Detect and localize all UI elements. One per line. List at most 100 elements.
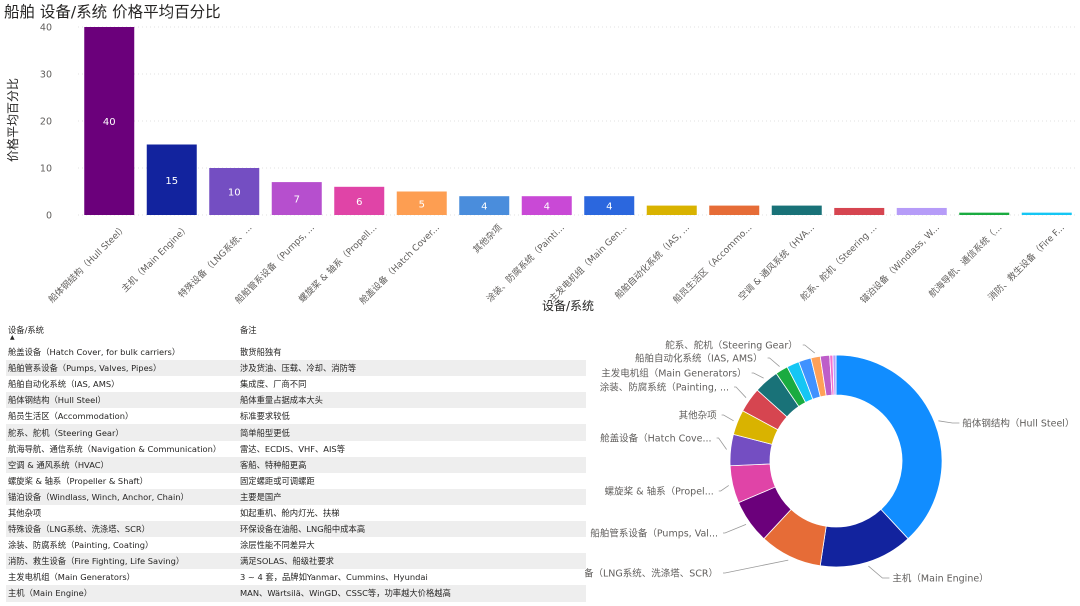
- leader-line: [734, 386, 747, 398]
- bar[interactable]: [146, 144, 197, 216]
- x-tick-label: 船体钢结构（Hull Steel）: [46, 222, 130, 306]
- donut-label: 涂装、防腐系统（Painting, ...: [600, 382, 729, 394]
- y-tick-label: 30: [40, 70, 52, 81]
- table-row[interactable]: 螺旋桨 & 轴系（Propeller & Shaft） 固定螺距或可调螺距: [6, 473, 586, 489]
- cell-device: 空调 & 通风系统（HVAC）: [8, 459, 109, 470]
- data-label: 5: [419, 199, 425, 210]
- donut-chart[interactable]: 船体钢结构（Hull Steel） 主机（Main Engine） 特殊设备（LNG…: [585, 318, 1080, 606]
- table-row[interactable]: 航海导航、通信系统（Navigation & Communication） 雷达、…: [6, 441, 586, 457]
- bar[interactable]: [959, 212, 1010, 215]
- cell-remark: 客船、特种船更高: [240, 459, 307, 470]
- y-tick-label: 20: [40, 117, 52, 128]
- table-row[interactable]: 船员生活区（Accommodation） 标准要求较低: [6, 408, 586, 424]
- table-row[interactable]: 船舶管系设备（Pumps, Valves, Pipes） 涉及货油、压载、冷却、消…: [6, 360, 586, 377]
- data-label: 4: [481, 202, 487, 213]
- table-row[interactable]: 主发电机组（Main Generators） 3 ~ 4 套，品牌如Yanmar、…: [6, 569, 586, 585]
- donut-label: 其他杂项: [679, 410, 718, 422]
- leader-line: [716, 437, 727, 450]
- leader-line: [751, 372, 764, 379]
- cell-device: 涂装、防腐系统（Painting, Coating）: [8, 540, 154, 551]
- column-header-remark[interactable]: 备注: [240, 325, 257, 335]
- data-label: 6: [356, 197, 362, 208]
- cell-remark: 船体重量占据成本大头: [240, 395, 323, 406]
- cell-device: 船员生活区（Accommodation）: [8, 411, 134, 422]
- cell-device: 船体钢结构（Hull Steel）: [8, 395, 106, 406]
- donut-label: 船舶管系设备（Pumps, Val...: [590, 528, 718, 540]
- y-tick-label: 0: [46, 211, 52, 222]
- donut-slice[interactable]: [835, 354, 943, 540]
- table-row[interactable]: 其他杂项 如起重机、舱内灯光、扶梯: [6, 505, 586, 521]
- y-tick-label: 10: [40, 164, 52, 175]
- page-title: 船舶 设备/系统 价格平均百分比: [4, 3, 221, 21]
- donut-label: 螺旋桨 & 轴系（Propel...: [605, 486, 714, 498]
- bar[interactable]: [896, 207, 947, 215]
- column-header-device[interactable]: 设备/系统: [8, 325, 44, 335]
- y-tick-label: 40: [40, 23, 52, 34]
- donut-slice[interactable]: [832, 354, 837, 396]
- bar[interactable]: [334, 186, 385, 215]
- cell-device: 船舶自动化系统（IAS, AMS）: [8, 379, 120, 390]
- data-label: 10: [228, 188, 241, 199]
- bar[interactable]: [709, 205, 760, 215]
- table-row[interactable]: 船舶自动化系统（IAS, AMS） 集成度、厂商不同: [6, 376, 586, 392]
- leader-line: [721, 414, 734, 422]
- cell-remark: 固定螺距或可调螺距: [240, 475, 315, 486]
- table-header-row: 设备/系统 备注: [6, 320, 586, 344]
- cell-remark: 标准要求较低: [240, 411, 290, 422]
- sort-ascending-icon[interactable]: ▲: [10, 334, 15, 341]
- cell-remark: 如起重机、舱内灯光、扶梯: [240, 507, 340, 518]
- bar[interactable]: [396, 191, 447, 216]
- cell-remark: 满足SOLAS、船级社要求: [240, 556, 334, 567]
- cell-remark: 雷达、ECDIS、VHF、AIS等: [240, 443, 345, 454]
- cell-device: 螺旋桨 & 轴系（Propeller & Shaft）: [8, 475, 148, 486]
- bar[interactable]: [459, 196, 510, 215]
- donut-label: 舵系、舵机（Steering Gear）: [665, 340, 798, 352]
- table-row[interactable]: 涂装、防腐系统（Painting, Coating） 涂层性能不同差异大: [6, 537, 586, 553]
- cell-device: 舱盖设备（Hatch Cover, for bulk carriers）: [8, 347, 181, 358]
- cell-device: 其他杂项: [8, 507, 42, 518]
- table-row[interactable]: 船体钢结构（Hull Steel） 船体重量占据成本大头: [6, 392, 586, 409]
- cell-device: 主发电机组（Main Generators）: [8, 572, 135, 583]
- table-row[interactable]: 舱盖设备（Hatch Cover, for bulk carriers） 散货船独…: [6, 344, 586, 360]
- bar[interactable]: [271, 182, 322, 215]
- table-row[interactable]: 特殊设备（LNG系统、洗涤塔、SCR） 环保设备在油船、LNG船中成本高: [6, 521, 586, 538]
- cell-device: 主机（Main Engine）: [8, 588, 93, 599]
- table-row[interactable]: 空调 & 通风系统（HVAC） 客船、特种船更高: [6, 456, 586, 473]
- y-axis-title: 价格平均百分比: [5, 78, 20, 162]
- table-row[interactable]: 主机（Main Engine） MAN、Wärtsilä、WinGD、CSSC等，…: [6, 585, 586, 602]
- cell-device: 特殊设备（LNG系统、洗涤塔、SCR）: [8, 524, 150, 535]
- cell-device: 舵系、舵机（Steering Gear）: [8, 427, 124, 438]
- data-table[interactable]: 设备/系统 备注 ▲ 舱盖设备（Hatch Cover, for bulk ca…: [6, 320, 586, 602]
- leader-line: [802, 344, 815, 354]
- table-row[interactable]: 舵系、舵机（Steering Gear） 简单船型更低: [6, 424, 586, 441]
- bar[interactable]: [771, 205, 822, 215]
- data-label: 4: [606, 202, 612, 213]
- bar[interactable]: [521, 196, 572, 215]
- donut-label: 舱盖设备（Hatch Cove...: [600, 433, 711, 445]
- leader-line: [868, 565, 890, 579]
- cell-remark: 简单船型更低: [240, 427, 290, 438]
- donut-label: 主发电机组（Main Generators）: [601, 368, 746, 380]
- cell-device: 消防、救生设备（Fire Fighting, Life Saving）: [8, 556, 185, 567]
- bar[interactable]: [834, 207, 885, 215]
- bar[interactable]: [584, 196, 635, 215]
- cell-device: 锚泊设备（Windlass, Winch, Anchor, Chain）: [8, 491, 189, 502]
- x-tick-label: 主机（Main Engine）: [119, 222, 192, 295]
- bar[interactable]: [1021, 212, 1072, 215]
- donut-label: 主机（Main Engine）: [892, 573, 988, 585]
- donut-label: 船体钢结构（Hull Steel）: [962, 418, 1074, 430]
- cell-remark: 环保设备在油船、LNG船中成本高: [240, 524, 366, 535]
- bar-chart[interactable]: 0 10 20 30 40 40 船体钢结构（Hull Steel） 15 主机（Main En…: [0, 0, 1080, 318]
- cell-remark: 涉及货油、压载、冷却、消防等: [240, 363, 357, 374]
- table-row[interactable]: 消防、救生设备（Fire Fighting, Life Saving） 满足SOL…: [6, 553, 586, 570]
- cell-remark: 主要是国产: [240, 491, 282, 502]
- cell-remark: 涂层性能不同差异大: [240, 540, 315, 551]
- table-body: 舱盖设备（Hatch Cover, for bulk carriers） 散货船独…: [6, 344, 586, 602]
- bar[interactable]: [209, 168, 260, 215]
- bar[interactable]: [84, 27, 135, 215]
- table-row[interactable]: 锚泊设备（Windlass, Winch, Anchor, Chain） 主要是国…: [6, 488, 586, 505]
- data-label: 7: [294, 195, 300, 206]
- bar[interactable]: [646, 205, 697, 215]
- cell-remark: 集成度、厂商不同: [240, 379, 307, 390]
- leader-line: [723, 523, 747, 534]
